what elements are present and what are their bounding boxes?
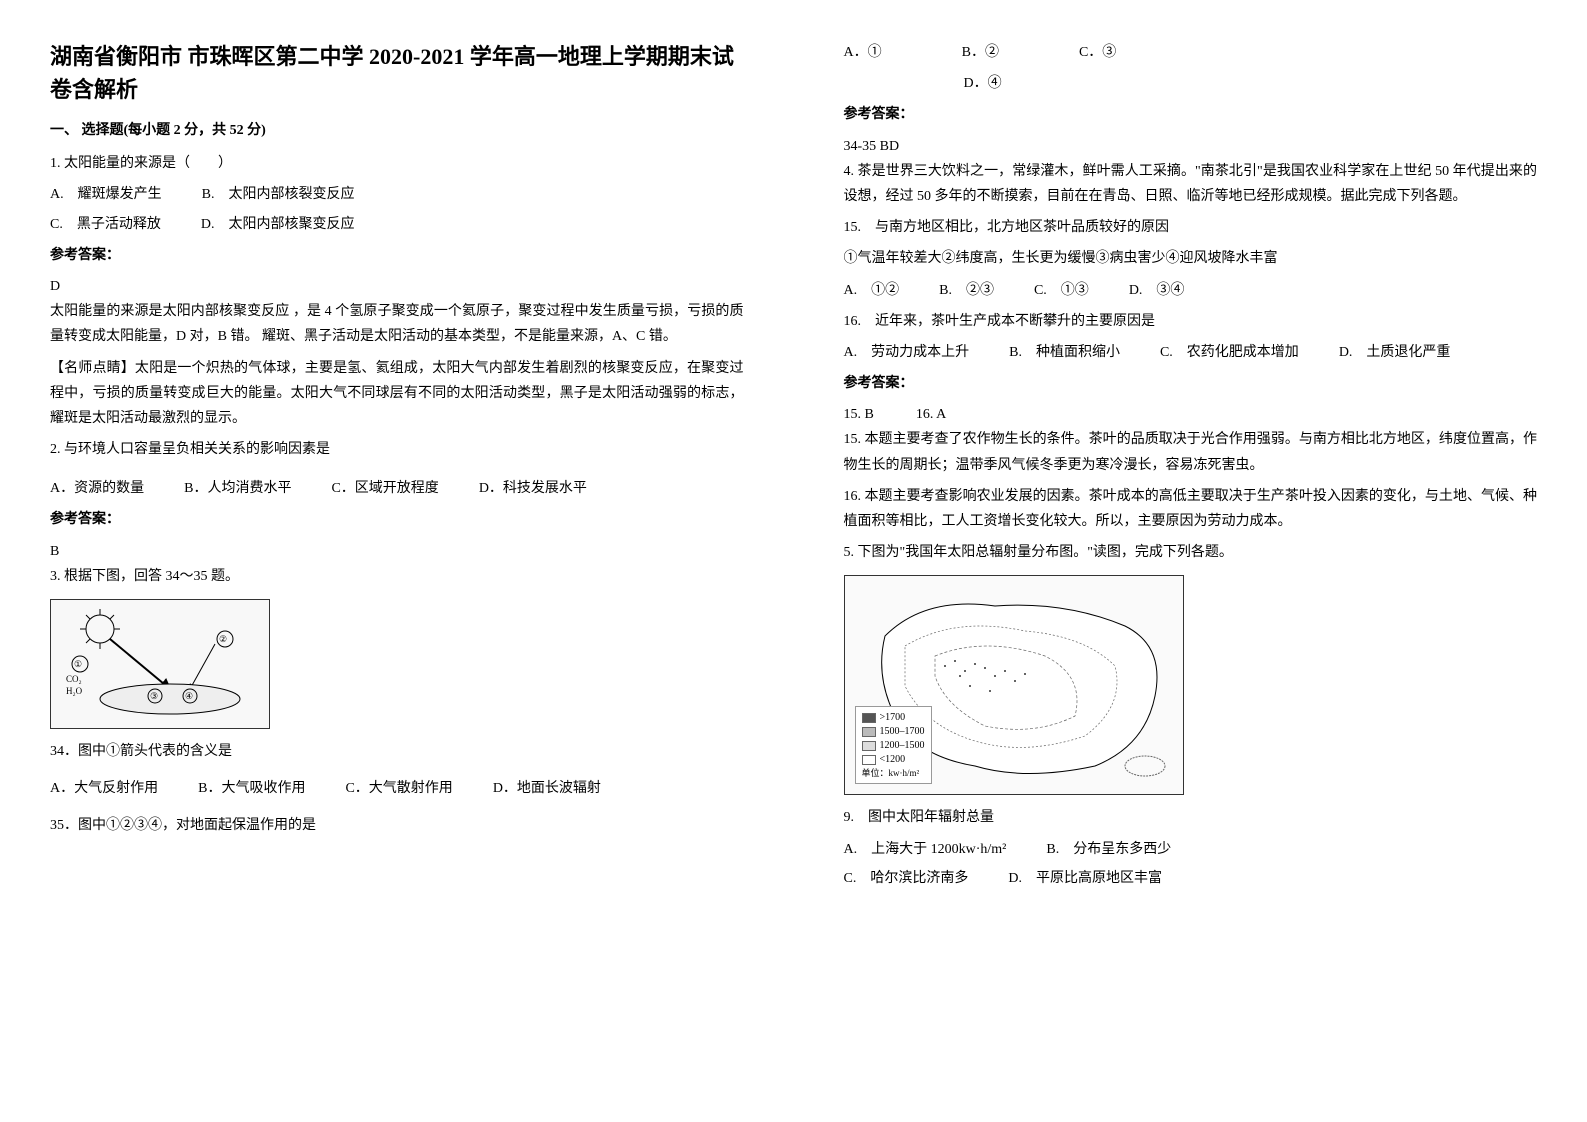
q15-opt-c: C. ①③ bbox=[1034, 278, 1089, 303]
q1-opt-c: C. 黑子活动释放 bbox=[50, 212, 161, 237]
q9-opt-a: A. 上海大于 1200kw·h/m² bbox=[844, 837, 1007, 862]
q16-explanation: 16. 本题主要考查影响农业发展的因素。茶叶成本的高低主要取决于生产茶叶投入因素… bbox=[844, 484, 1538, 534]
svg-text:①: ① bbox=[74, 659, 82, 669]
q1-options-row1: A. 耀斑爆发产生 B. 太阳内部核裂变反应 bbox=[50, 182, 744, 207]
q16-options: A. 劳动力成本上升 B. 种植面积缩小 C. 农药化肥成本增加 D. 土质退化… bbox=[844, 340, 1538, 365]
q4-intro: 4. 茶是世界三大饮料之一，常绿灌木，鲜叶需人工采摘。"南茶北引"是我国农业科学… bbox=[844, 159, 1538, 209]
answer-label-4: 参考答案： bbox=[844, 371, 1538, 396]
q5-intro: 5. 下图为"我国年太阳总辐射量分布图。"读图，完成下列各题。 bbox=[844, 540, 1538, 565]
svg-text:③: ③ bbox=[150, 691, 158, 701]
q35-opt-c: C．③ bbox=[1079, 40, 1116, 65]
q15-explanation: 15. 本题主要考查了农作物生长的条件。茶叶的品质取决于光合作用强弱。与南方相比… bbox=[844, 427, 1538, 477]
legend-unit: 单位：kw·h/m² bbox=[862, 767, 925, 780]
q34-opt-a: A．大气反射作用 bbox=[50, 776, 158, 801]
svg-text:CO₂: CO₂ bbox=[66, 674, 82, 684]
atmosphere-diagram: ① CO₂ H₂O ② ③ ④ bbox=[50, 599, 270, 729]
q1-stem: 1. 太阳能量的来源是（ ） bbox=[50, 151, 744, 176]
q15-opt-a: A. ①② bbox=[844, 278, 900, 303]
map-legend: >1700 1500–1700 1200–1500 <1200 单位：kw·h/… bbox=[855, 706, 932, 785]
q16-stem: 16. 近年来，茶叶生产成本不断攀升的主要原因是 bbox=[844, 309, 1538, 334]
q35-opt-b: B．② bbox=[962, 40, 999, 65]
q34-options: A．大气反射作用 B．大气吸收作用 C．大气散射作用 D．地面长波辐射 bbox=[50, 776, 744, 801]
legend-1: >1700 bbox=[880, 711, 906, 725]
q16-opt-b: B. 种植面积缩小 bbox=[1009, 340, 1120, 365]
q35-opt-a: A．① bbox=[844, 40, 882, 65]
q9-opt-c: C. 哈尔滨比济南多 bbox=[844, 866, 969, 891]
q16-opt-d: D. 土质退化严重 bbox=[1339, 340, 1451, 365]
svg-text:H₂O: H₂O bbox=[66, 686, 83, 696]
legend-2: 1500–1700 bbox=[880, 725, 925, 739]
q34-opt-c: C．大气散射作用 bbox=[345, 776, 452, 801]
q2-opt-c: C．区域开放程度 bbox=[331, 476, 438, 501]
q34-opt-b: B．大气吸收作用 bbox=[198, 776, 305, 801]
q2-stem: 2. 与环境人口容量呈负相关关系的影响因素是 bbox=[50, 437, 744, 462]
q15-opt-b: B. ②③ bbox=[939, 278, 994, 303]
svg-text:②: ② bbox=[219, 634, 227, 644]
q9-options-row2: C. 哈尔滨比济南多 D. 平原比高原地区丰富 bbox=[844, 866, 1538, 891]
q1-opt-a: A. 耀斑爆发产生 bbox=[50, 182, 162, 207]
q35-opt-d: D．④ bbox=[964, 71, 1538, 96]
q1-opt-d: D. 太阳内部核聚变反应 bbox=[201, 212, 355, 237]
q4-answer: 15. B 16. A bbox=[844, 402, 1538, 427]
q2-answer: B bbox=[50, 539, 744, 564]
right-column: A．① B．② C．③ D．④ 参考答案： 34-35 BD 4. 茶是世界三大… bbox=[794, 0, 1587, 1122]
q15-stem: 15. 与南方地区相比，北方地区茶叶品质较好的原因 bbox=[844, 215, 1538, 240]
q15-items: ①气温年较差大②纬度高，生长更为缓慢③病虫害少④迎风坡降水丰富 bbox=[844, 246, 1538, 271]
q1-explanation-1: 太阳能量的来源是太阳内部核聚变反应 ，是 4 个氢原子聚变成一个氦原子，聚变过程… bbox=[50, 299, 744, 349]
q2-options: A．资源的数量 B．人均消费水平 C．区域开放程度 D．科技发展水平 bbox=[50, 476, 744, 501]
answer-label-2: 参考答案： bbox=[50, 507, 744, 532]
q1-answer: D bbox=[50, 274, 744, 299]
q1-opt-b: B. 太阳内部核裂变反应 bbox=[202, 182, 355, 207]
q3-stem: 3. 根据下图，回答 34～35 题。 bbox=[50, 564, 744, 589]
q34-opt-d: D．地面长波辐射 bbox=[493, 776, 601, 801]
china-solar-map: >1700 1500–1700 1200–1500 <1200 单位：kw·h/… bbox=[844, 575, 1184, 795]
answer-label-1: 参考答案： bbox=[50, 243, 744, 268]
q16-opt-a: A. 劳动力成本上升 bbox=[844, 340, 970, 365]
legend-3: 1200–1500 bbox=[880, 739, 925, 753]
left-column: 湖南省衡阳市 市珠晖区第二中学 2020-2021 学年高一地理上学期期末试卷含… bbox=[0, 0, 794, 1122]
q1-explanation-2: 【名师点睛】太阳是一个炽热的气体球，主要是氢、氦组成，太阳大气内部发生着剧烈的核… bbox=[50, 356, 744, 432]
q34-stem: 34．图中①箭头代表的含义是 bbox=[50, 739, 744, 764]
q9-opt-d: D. 平原比高原地区丰富 bbox=[1008, 866, 1162, 891]
svg-text:④: ④ bbox=[185, 691, 193, 701]
q35-options-row1: A．① B．② C．③ bbox=[844, 40, 1538, 65]
q15-opt-d: D. ③④ bbox=[1129, 278, 1185, 303]
answer-label-3: 参考答案： bbox=[844, 102, 1538, 127]
q15-options: A. ①② B. ②③ C. ①③ D. ③④ bbox=[844, 278, 1538, 303]
q35-stem: 35．图中①②③④，对地面起保温作用的是 bbox=[50, 813, 744, 838]
section-1-header: 一、 选择题(每小题 2 分，共 52 分) bbox=[50, 118, 744, 143]
q1-options-row2: C. 黑子活动释放 D. 太阳内部核聚变反应 bbox=[50, 212, 744, 237]
q9-options-row1: A. 上海大于 1200kw·h/m² B. 分布呈东多西少 bbox=[844, 837, 1538, 862]
legend-4: <1200 bbox=[880, 753, 906, 767]
exam-title: 湖南省衡阳市 市珠晖区第二中学 2020-2021 学年高一地理上学期期末试卷含… bbox=[50, 40, 744, 106]
q16-opt-c: C. 农药化肥成本增加 bbox=[1160, 340, 1299, 365]
q9-stem: 9. 图中太阳年辐射总量 bbox=[844, 805, 1538, 830]
q2-opt-d: D．科技发展水平 bbox=[479, 476, 587, 501]
q9-opt-b: B. 分布呈东多西少 bbox=[1046, 837, 1171, 862]
q2-opt-b: B．人均消费水平 bbox=[184, 476, 291, 501]
q3-answer: 34-35 BD bbox=[844, 134, 1538, 159]
q2-opt-a: A．资源的数量 bbox=[50, 476, 144, 501]
